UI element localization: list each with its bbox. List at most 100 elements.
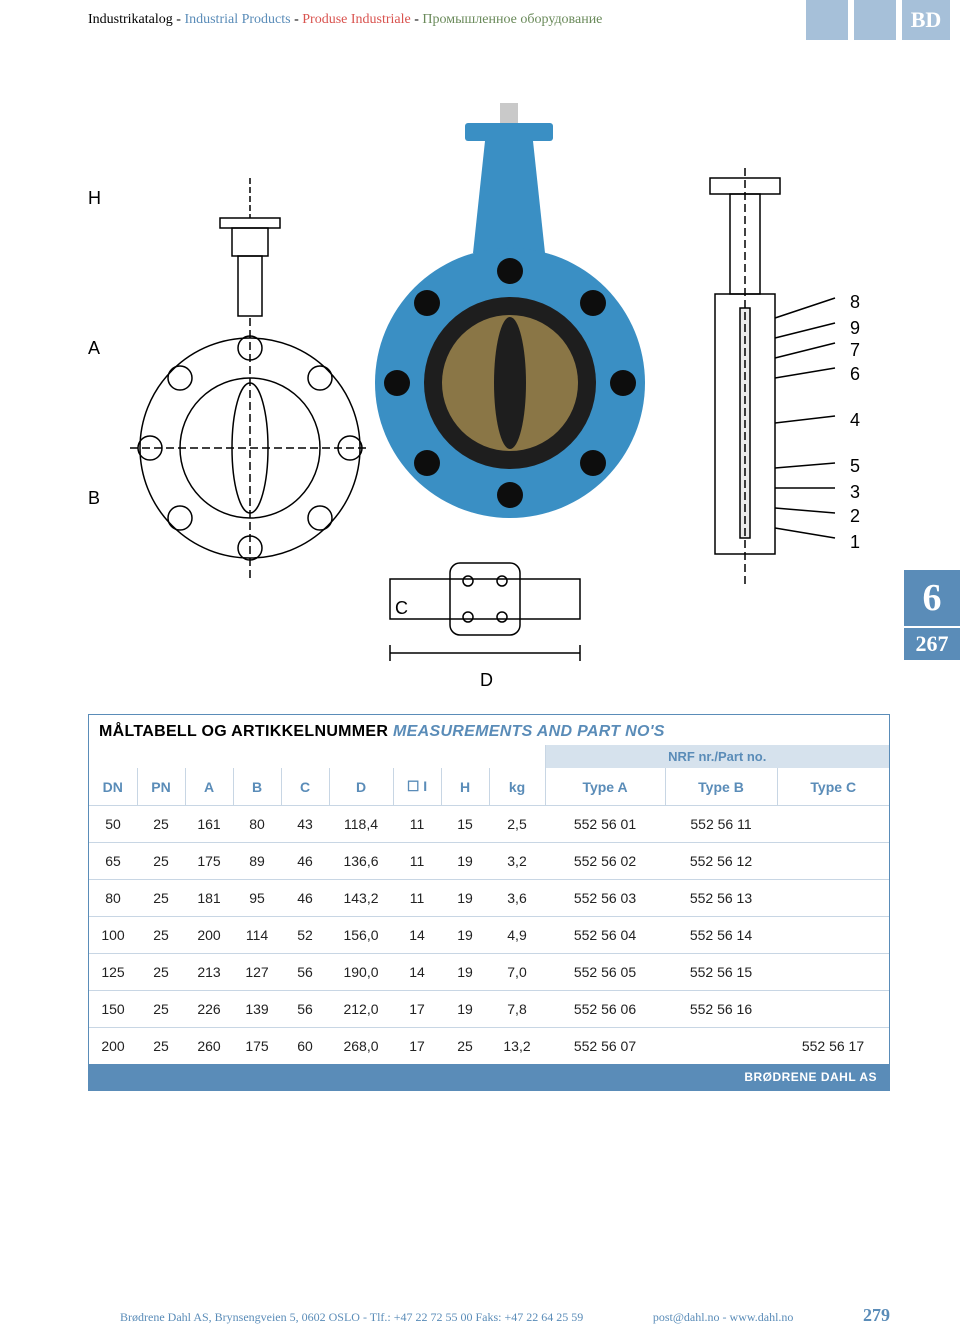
table-cell: 552 56 14: [665, 917, 777, 954]
table-cell: 552 56 02: [545, 843, 665, 880]
table-cell: 3,6: [489, 880, 545, 917]
table-cell: 14: [393, 954, 441, 991]
table-cell: 80: [233, 806, 281, 843]
table-cell: [777, 917, 889, 954]
table-cell: 260: [185, 1028, 233, 1065]
footer-page-number: 279: [863, 1305, 890, 1326]
col-type-c: Type C: [777, 768, 889, 806]
table-cell: 552 56 16: [665, 991, 777, 1028]
table-cell: 552 56 11: [665, 806, 777, 843]
callout-9: 9: [850, 318, 860, 339]
callout-3: 3: [850, 482, 860, 503]
table-body: 50251618043118,411152,5552 56 01552 56 1…: [89, 806, 889, 1065]
table-cell: 118,4: [329, 806, 393, 843]
table-cell: 46: [281, 880, 329, 917]
page-footer: Brødrene Dahl AS, Brynsengveien 5, 0602 …: [0, 1305, 960, 1326]
breadcrumb-p1: Industrikatalog: [88, 12, 173, 27]
table-cell: 11: [393, 880, 441, 917]
table-row: 50251618043118,411152,5552 56 01552 56 1…: [89, 806, 889, 843]
footer-contact: post@dahl.no - www.dahl.no: [653, 1310, 794, 1325]
table-cell: 226: [185, 991, 233, 1028]
table-cell: 175: [233, 1028, 281, 1065]
schematic-front-icon: [120, 178, 380, 608]
table-cell: 19: [441, 991, 489, 1028]
col-pn: PN: [137, 768, 185, 806]
table-cell: 100: [89, 917, 137, 954]
table-cell: 50: [89, 806, 137, 843]
table-cell: 14: [393, 917, 441, 954]
callout-6: 6: [850, 364, 860, 385]
table-row: 1002520011452156,014194,9552 56 04552 56…: [89, 917, 889, 954]
table-cell: 552 56 07: [545, 1028, 665, 1065]
callout-1: 1: [850, 532, 860, 553]
table-title: MÅLTABELL OG ARTIKKELNUMMER MEASUREMENTS…: [89, 715, 889, 745]
col-type-b: Type B: [665, 768, 777, 806]
dim-label-a: A: [88, 338, 100, 359]
table-cell: 80: [89, 880, 137, 917]
col-c: C: [281, 768, 329, 806]
table-nrf-row: NRF nr./Part no.: [89, 745, 889, 768]
table-cell: 11: [393, 843, 441, 880]
table-cell: 127: [233, 954, 281, 991]
table-cell: 56: [281, 954, 329, 991]
table-cell: 114: [233, 917, 281, 954]
valve-photo-icon: [365, 103, 655, 543]
table-cell: 181: [185, 880, 233, 917]
table-cell: [777, 991, 889, 1028]
table-cell: 56: [281, 991, 329, 1028]
measurements-table: MÅLTABELL OG ARTIKKELNUMMER MEASUREMENTS…: [88, 714, 890, 1091]
nrf-label: NRF nr./Part no.: [545, 745, 889, 768]
table-cell: 95: [233, 880, 281, 917]
side-tab: 6 267: [904, 570, 960, 660]
table-cell: 213: [185, 954, 233, 991]
table-cell: 156,0: [329, 917, 393, 954]
table-cell: 89: [233, 843, 281, 880]
table-cell: 11: [393, 806, 441, 843]
table-cell: 19: [441, 880, 489, 917]
section-number: 6: [904, 570, 960, 626]
tab-block: [806, 0, 848, 40]
callout-2: 2: [850, 506, 860, 527]
table-cell: 13,2: [489, 1028, 545, 1065]
brand-logo: BD: [902, 0, 950, 40]
section-page: 267: [904, 626, 960, 660]
table-cell: 552 56 05: [545, 954, 665, 991]
col-b: B: [233, 768, 281, 806]
table-footer: BRØDRENE DAHL AS: [89, 1064, 889, 1090]
col-h: H: [441, 768, 489, 806]
table-cell: 43: [281, 806, 329, 843]
table-title-black: MÅLTABELL OG ARTIKKELNUMMER: [99, 723, 388, 740]
table-cell: 25: [137, 843, 185, 880]
table-cell: 25: [441, 1028, 489, 1065]
table-cell: [777, 806, 889, 843]
table-cell: [665, 1028, 777, 1065]
callout-5: 5: [850, 456, 860, 477]
table-cell: 25: [137, 991, 185, 1028]
dim-label-b: B: [88, 488, 100, 509]
schematic-section-icon: [660, 168, 840, 618]
table-cell: 46: [281, 843, 329, 880]
table-cell: 552 56 03: [545, 880, 665, 917]
table-cell: 552 56 17: [777, 1028, 889, 1065]
table-cell: 200: [89, 1028, 137, 1065]
table-cell: 17: [393, 1028, 441, 1065]
table-cell: 552 56 12: [665, 843, 777, 880]
table-row: 2002526017560268,0172513,2552 56 07552 5…: [89, 1028, 889, 1065]
table-cell: 19: [441, 917, 489, 954]
table-cell: 60: [281, 1028, 329, 1065]
tab-block: [854, 0, 896, 40]
breadcrumb-p3: Produse Industriale: [302, 12, 410, 27]
col-dn: DN: [89, 768, 137, 806]
table-cell: 125: [89, 954, 137, 991]
dim-label-d: D: [480, 670, 493, 691]
table-cell: 139: [233, 991, 281, 1028]
table-cell: 25: [137, 880, 185, 917]
dim-label-c: C: [395, 598, 408, 619]
table-cell: 200: [185, 917, 233, 954]
schematic-top-icon: [380, 553, 590, 673]
table-cell: 7,8: [489, 991, 545, 1028]
table-cell: 17: [393, 991, 441, 1028]
table-cell: 65: [89, 843, 137, 880]
data-table: NRF nr./Part no. DN PN A B C D ☐ I H kg …: [89, 745, 889, 1064]
table-cell: 25: [137, 954, 185, 991]
